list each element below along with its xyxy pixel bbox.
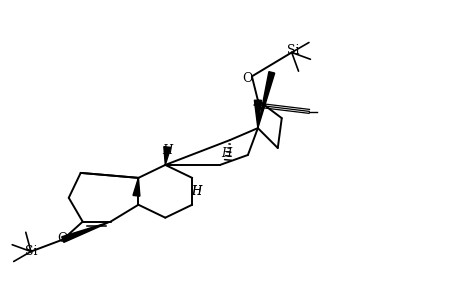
Polygon shape [254,100,261,128]
Text: H: H [190,185,201,198]
Text: Si: Si [287,44,299,57]
Text: H: H [220,148,230,160]
Polygon shape [62,222,110,242]
Text: H: H [162,145,172,158]
Polygon shape [257,72,274,128]
Text: H: H [190,185,201,198]
Polygon shape [133,178,140,196]
Polygon shape [163,147,170,165]
Text: Si: Si [25,245,37,258]
Text: O: O [242,72,252,85]
Text: O: O [57,232,68,245]
